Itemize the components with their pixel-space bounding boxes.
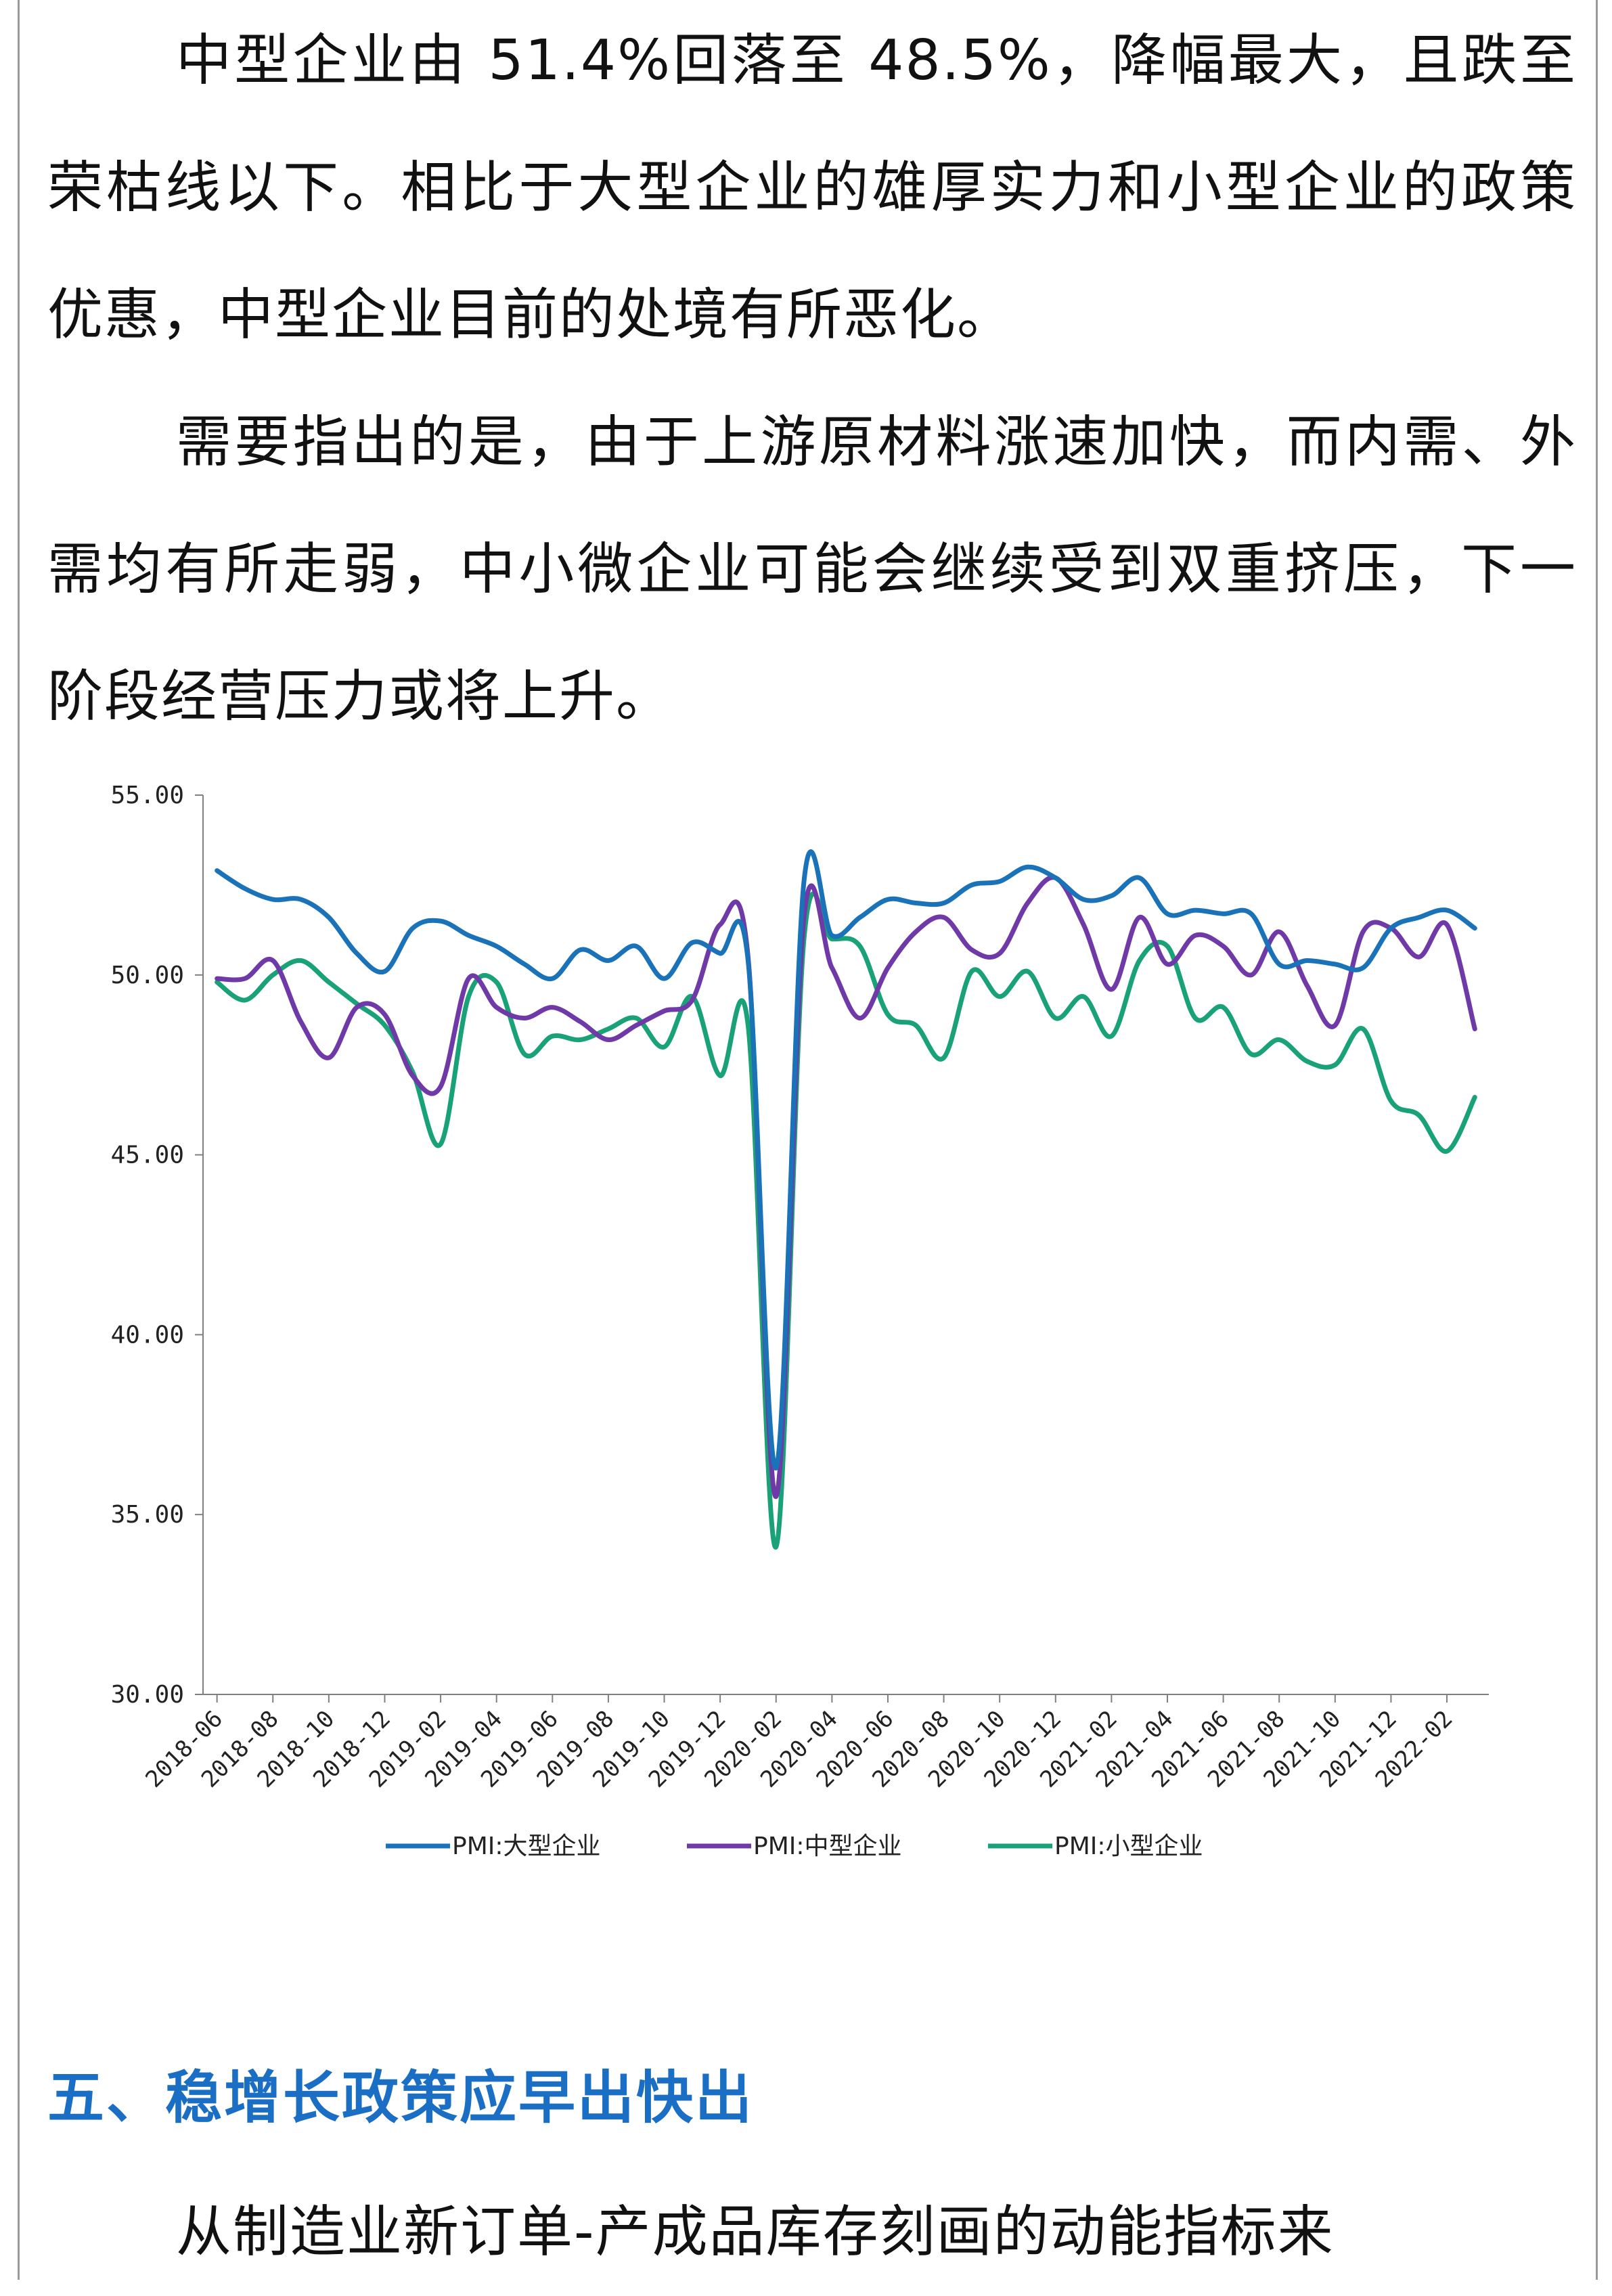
series-medium-enterprise-point bbox=[943, 917, 944, 918]
series-large-enterprise-point bbox=[300, 899, 301, 900]
series-small-enterprise-point bbox=[468, 996, 469, 997]
series-medium-enterprise-line bbox=[215, 875, 1477, 1500]
series-small-enterprise-line bbox=[215, 891, 1477, 1550]
legend-label-series-large-enterprise: PMI:大型企业 bbox=[452, 1832, 601, 1860]
page-right-border bbox=[1596, 0, 1598, 2280]
series-medium-enterprise-point bbox=[300, 1021, 301, 1022]
series-small-enterprise-point bbox=[859, 946, 860, 947]
series-small-enterprise-point bbox=[1167, 946, 1168, 947]
series-small-enterprise-point bbox=[1418, 1115, 1419, 1116]
y-tick-label: 40.00 bbox=[111, 1321, 184, 1349]
series-small-enterprise-point bbox=[328, 982, 329, 983]
series-medium-enterprise-point bbox=[804, 917, 805, 918]
page-left-border bbox=[18, 0, 20, 2280]
y-tick-label: 35.00 bbox=[111, 1501, 184, 1529]
series-large-enterprise-point bbox=[496, 946, 497, 947]
series-small-enterprise-point bbox=[664, 1047, 665, 1048]
series-small-enterprise-point bbox=[1027, 971, 1028, 972]
series-medium-enterprise-point bbox=[971, 949, 972, 950]
legend-label-series-small-enterprise: PMI:小型企业 bbox=[1054, 1832, 1203, 1860]
series-small-enterprise-point bbox=[1083, 996, 1084, 997]
y-tick-label: 45.00 bbox=[111, 1142, 184, 1169]
pmi-line-chart: 55.00 50.00 45.00 40.00 35.00 30.00 2018-06 201… bbox=[47, 771, 1577, 1895]
series-medium-enterprise-point bbox=[720, 924, 721, 925]
series-medium-enterprise-point bbox=[412, 1075, 413, 1076]
series-small-enterprise-point bbox=[1139, 960, 1140, 961]
series-medium-enterprise-point bbox=[1447, 924, 1448, 925]
series-small-enterprise-point bbox=[1223, 1007, 1224, 1008]
series-small-enterprise-point bbox=[888, 1014, 889, 1015]
series-large-enterprise-point bbox=[1027, 867, 1028, 868]
series-large-enterprise-point bbox=[664, 978, 665, 979]
series-large-enterprise-point bbox=[468, 935, 469, 936]
series-medium-enterprise-point bbox=[384, 1014, 385, 1015]
series-large-enterprise-point bbox=[580, 949, 581, 950]
series-large-enterprise-point bbox=[245, 888, 246, 889]
series-medium-enterprise-point bbox=[552, 1007, 553, 1008]
series-medium-enterprise-point bbox=[664, 1011, 665, 1012]
series-small-enterprise-point bbox=[1447, 1151, 1448, 1152]
section-heading: 五、稳增长政策应早出快出 bbox=[47, 2065, 755, 2131]
series-small-enterprise-point bbox=[1111, 1036, 1112, 1037]
series-medium-enterprise-point bbox=[1111, 989, 1112, 990]
paragraph-3: 从制造业新订单-产成品库存刻画的动能指标来 bbox=[176, 2200, 1335, 2264]
series-small-enterprise-point bbox=[300, 960, 301, 961]
series-large-enterprise-point bbox=[1418, 917, 1419, 918]
series-medium-enterprise-point bbox=[636, 1025, 637, 1026]
series-large-enterprise-point bbox=[328, 917, 329, 918]
series-small-enterprise-point bbox=[1279, 1039, 1280, 1040]
series-large-enterprise-point bbox=[1083, 899, 1084, 900]
series-small-enterprise-point bbox=[245, 1000, 246, 1001]
series-large-enterprise-point bbox=[888, 899, 889, 900]
series-small-enterprise-point bbox=[580, 1039, 581, 1040]
series-large-enterprise-point bbox=[384, 971, 385, 972]
series-medium-enterprise-point bbox=[496, 1007, 497, 1008]
series-large-enterprise-point bbox=[636, 946, 637, 947]
series-large-enterprise-point bbox=[1195, 910, 1196, 911]
series-medium-enterprise-point bbox=[1223, 946, 1224, 947]
series-medium-enterprise-point bbox=[580, 1021, 581, 1022]
series-small-enterprise-point bbox=[384, 1025, 385, 1026]
chart-svg: 55.0050.0045.0040.0035.0030.002018-06201… bbox=[111, 782, 1489, 1860]
series-large-enterprise-point bbox=[971, 884, 972, 885]
series-medium-enterprise-point bbox=[245, 978, 246, 979]
series-medium-enterprise-point bbox=[1195, 935, 1196, 936]
series-large-enterprise-point bbox=[552, 978, 553, 979]
paragraph-2: 需要指出的是，由于上游原材料涨速加快，而内需、外需均有所走弱，中小微企业可能会继… bbox=[47, 410, 1577, 729]
series-medium-enterprise-point bbox=[1418, 957, 1419, 958]
paragraph-1: 中型企业由 51.4%回落至 48.5%，降幅最大，且跌至荣枯线以下。相比于大型… bbox=[47, 28, 1577, 347]
series-medium-enterprise-point bbox=[1083, 924, 1084, 925]
series-large-enterprise-point bbox=[1111, 895, 1112, 896]
series-medium-enterprise-point bbox=[1139, 917, 1140, 918]
series-large-enterprise-point bbox=[1447, 910, 1448, 911]
series-small-enterprise-point bbox=[720, 1075, 721, 1076]
y-tick-label: 50.00 bbox=[111, 962, 184, 989]
series-medium-enterprise-point bbox=[468, 978, 469, 979]
y-tick-label: 55.00 bbox=[111, 782, 184, 809]
series-large-enterprise-point bbox=[859, 917, 860, 918]
series-small-enterprise-point bbox=[552, 1036, 553, 1037]
series-small-enterprise-point bbox=[496, 982, 497, 983]
series-small-enterprise-point bbox=[971, 971, 972, 972]
series-large-enterprise-line bbox=[215, 849, 1477, 1470]
y-tick-label: 30.00 bbox=[111, 1681, 184, 1709]
series-large-enterprise-point bbox=[804, 881, 805, 882]
legend-label-series-medium-enterprise: PMI:中型企业 bbox=[753, 1832, 902, 1860]
